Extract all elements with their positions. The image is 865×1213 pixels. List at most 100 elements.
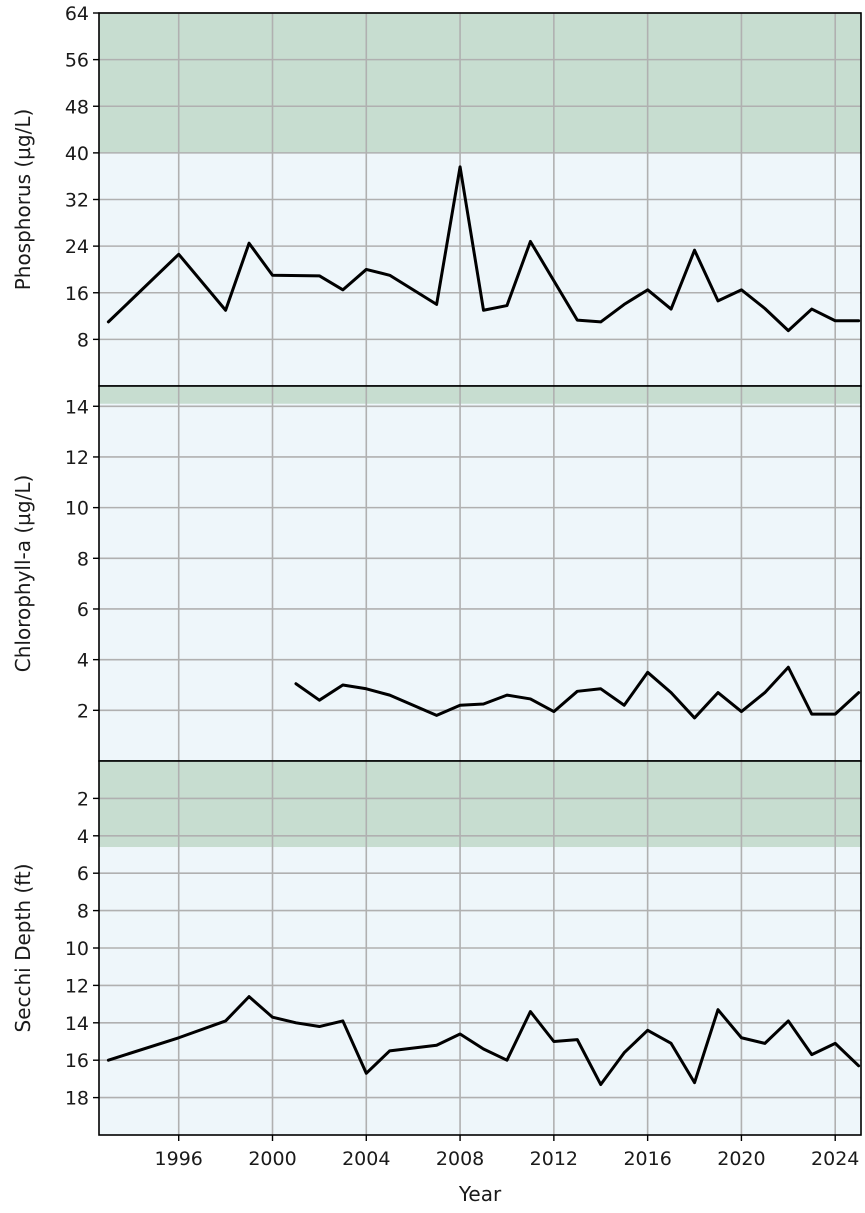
y-tick-label: 8: [77, 901, 89, 923]
data-point: [177, 253, 180, 256]
data-point: [599, 1083, 602, 1086]
data-point: [388, 693, 391, 697]
data-point: [622, 704, 626, 707]
data-point: [787, 666, 790, 669]
y-tick-label: 14: [65, 396, 89, 418]
y-tick-label: 16: [65, 283, 89, 305]
y-tick-label: 14: [65, 1013, 89, 1035]
data-point: [857, 1064, 860, 1068]
y-tick-label: 48: [65, 96, 89, 118]
data-point: [271, 1015, 274, 1019]
data-point: [810, 307, 813, 311]
data-point: [294, 682, 298, 685]
data-point: [693, 1081, 696, 1084]
data-point: [435, 1044, 438, 1047]
panel-frame: [98, 760, 862, 1136]
data-point: [388, 274, 391, 277]
data-point: [341, 288, 345, 292]
y-tick-label: 4: [77, 650, 89, 672]
data-point: [318, 698, 321, 702]
y-tick-label: 2: [77, 788, 89, 810]
panel-3: 2 4 6 8 10 12 14 16 18 Secchi Depth (ft): [11, 760, 862, 1136]
data-point: [646, 288, 649, 292]
x-tick-label: 2004: [342, 1148, 390, 1170]
data-point: [435, 303, 438, 306]
x-tick-label: 2024: [811, 1148, 859, 1170]
data-point: [787, 1019, 790, 1023]
data-point: [529, 240, 532, 243]
data-point: [763, 691, 767, 694]
data-point: [576, 1038, 579, 1041]
x-tick-label: 2012: [530, 1148, 578, 1170]
data-point: [599, 687, 602, 690]
data-point: [716, 299, 720, 303]
x-tick-label: 2016: [623, 1148, 671, 1170]
data-point: [365, 1072, 368, 1075]
panel-background: [99, 386, 861, 761]
data-point: [857, 319, 860, 322]
x-axis-title: Year: [458, 1182, 502, 1206]
data-point: [810, 712, 813, 716]
data-point: [224, 309, 227, 312]
data-point: [247, 995, 251, 998]
y-axis-title: Phosphorus (µg/L): [11, 109, 35, 291]
y-tick-label: 10: [65, 498, 89, 520]
data-point: [787, 329, 790, 332]
data-point: [693, 249, 696, 252]
data-point: [646, 1029, 649, 1032]
data-point: [669, 1042, 673, 1045]
data-point: [669, 691, 673, 694]
data-point: [365, 687, 368, 690]
data-point: [177, 1036, 180, 1039]
data-point: [505, 693, 509, 697]
data-point: [107, 320, 110, 324]
data-point: [271, 274, 274, 277]
data-point: [318, 274, 321, 278]
data-point: [341, 683, 345, 687]
data-point: [622, 303, 626, 306]
data-point: [482, 702, 485, 706]
y-tick-label: 12: [65, 975, 89, 997]
data-point: [740, 710, 743, 713]
y-tick-label: 32: [65, 190, 89, 212]
x-axis: 1996 2000 2004 2008 2012 2016 2020 2024 Year: [155, 1135, 859, 1206]
data-point: [834, 319, 837, 322]
data-point: [458, 165, 462, 169]
data-point: [740, 288, 743, 292]
threshold-band: [99, 386, 861, 404]
data-point: [693, 716, 696, 720]
data-point: [810, 1053, 813, 1056]
panel-1: 8 16 24 32 40 48 56 64 Phosphorus (µg/L): [11, 3, 862, 387]
series-line: [294, 665, 861, 720]
panel-2: 2 4 6 8 10 12 14 Chlorophyll-a (µg/L): [11, 385, 862, 762]
y-tick-label: 24: [65, 236, 89, 258]
data-point: [224, 1019, 227, 1023]
data-point: [576, 318, 579, 322]
y-tick-label: 16: [65, 1050, 89, 1072]
y-tick-label: 4: [77, 826, 89, 848]
data-point: [763, 307, 767, 310]
y-tick-label: 40: [65, 143, 89, 165]
data-point: [294, 1021, 298, 1024]
data-point: [458, 1032, 462, 1036]
y-axis-title: Secchi Depth (ft): [11, 864, 35, 1033]
data-point: [482, 1047, 485, 1051]
data-point: [529, 1010, 532, 1013]
data-point: [365, 268, 368, 271]
y-tick-label: 6: [77, 599, 89, 621]
x-tick-label: 1996: [155, 1148, 203, 1170]
y-axis-title: Chlorophyll-a (µg/L): [11, 475, 35, 673]
data-point: [622, 1051, 626, 1054]
y-tick-label: 8: [77, 548, 89, 570]
y-tick-label: 56: [65, 50, 89, 72]
threshold-band: [99, 761, 861, 848]
y-tick-label: 10: [65, 938, 89, 960]
data-point: [247, 242, 251, 245]
y-tick-label: 18: [65, 1088, 89, 1110]
data-point: [669, 307, 673, 311]
data-point: [107, 1059, 110, 1062]
data-point: [341, 1019, 345, 1023]
data-point: [552, 1040, 556, 1043]
data-point: [716, 1008, 720, 1011]
